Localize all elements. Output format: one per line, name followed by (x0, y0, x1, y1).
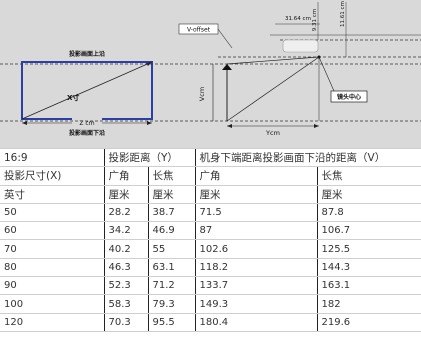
offset-wide-cell: 87 (194, 221, 318, 241)
offset-distance-header: 机身下端距离投影画面下沿的距离（V） (194, 147, 421, 168)
z-width-label: Z cm (79, 120, 94, 127)
unit-inch-cell: 英寸 (0, 184, 104, 204)
offset-tele-cell: 125.5 (316, 239, 421, 259)
top-arrowhead (222, 64, 232, 70)
throw-tele-cell: 63.1 (147, 257, 196, 278)
throw-wide-cell: 52.3 (103, 276, 148, 296)
offset-tele-cell: 182 (316, 294, 421, 314)
offset-tele-header: 长焦 (316, 166, 421, 186)
table-row: 50 28.2 38.7 71.5 87.8 (0, 202, 421, 223)
offset-tele-cell: 144.3 (316, 257, 421, 278)
dim-11-label: 11.61 cm (340, 1, 346, 27)
throw-tele-header: 长焦 (147, 166, 196, 186)
dim-9-label: 9.31 cm (312, 9, 318, 31)
offset-tele-cell: 219.6 (316, 312, 421, 332)
throw-distance-header: 投影距离（Y） (103, 147, 196, 168)
ray-to-top (226, 56, 320, 65)
unit-cm-cell: 厘米 (194, 184, 318, 204)
y-label: Ycm (265, 129, 280, 137)
aspect-ratio-cell: 16:9 (0, 147, 104, 168)
unit-cm-cell: 厘米 (103, 184, 148, 204)
table-header-row-units: 英寸 厘米 厘米 厘米 厘米 (0, 184, 421, 204)
lens-center-leader (318, 56, 335, 92)
offset-wide-cell: 102.6 (194, 239, 318, 259)
table-row: 70 40.2 55 102.6 125.5 (0, 239, 421, 259)
size-cell: 70 (0, 239, 104, 259)
offset-wide-cell: 180.4 (194, 312, 318, 332)
size-cell: 120 (0, 312, 104, 332)
throw-wide-cell: 34.2 (103, 221, 148, 241)
throw-wide-cell: 58.3 (103, 294, 148, 314)
throw-tele-cell: 71.2 (147, 276, 196, 296)
throw-tele-cell: 46.9 (147, 221, 196, 241)
table-header-row-ratio: 16:9 投影距离（Y） 机身下端距离投影画面下沿的距离（V） (0, 147, 421, 168)
throw-tele-cell: 55 (147, 239, 196, 259)
size-cell: 60 (0, 221, 104, 241)
offset-tele-cell: 106.7 (316, 221, 421, 241)
offset-wide-cell: 149.3 (194, 294, 318, 314)
z-arrow-right (147, 121, 152, 125)
throw-tele-cell: 95.5 (147, 312, 196, 332)
projector-body (282, 39, 319, 53)
throw-tele-cell: 79.3 (147, 294, 196, 314)
lens-center-box (330, 90, 368, 103)
offset-wide-header: 广角 (194, 166, 318, 186)
x-size-label: X寸 (67, 93, 79, 102)
throw-wide-cell: 46.3 (103, 257, 148, 278)
projection-spec-table: 16:9 投影距离（Y） 机身下端距离投影画面下沿的距离（V） 投影尺寸(X) … (0, 147, 421, 332)
diagonal-arrowhead (146, 62, 152, 66)
screen-top-label: 投影画面上沿 (69, 50, 105, 58)
table-row: 100 58.3 79.3 149.3 182 (0, 294, 421, 314)
dim-31-label: 31.64 cm (285, 16, 311, 22)
throw-wide-cell: 40.2 (103, 239, 148, 259)
size-cell: 90 (0, 276, 104, 296)
ray-to-bottom (226, 56, 320, 122)
table-row: 120 70.3 95.5 180.4 219.6 (0, 312, 421, 332)
z-arrow-left (22, 121, 27, 125)
table-row: 80 46.3 63.1 118.2 144.3 (0, 257, 421, 278)
y-arrow-left (227, 124, 232, 128)
size-cell: 80 (0, 257, 104, 278)
size-header: 投影尺寸(X) (0, 166, 104, 186)
offset-wide-cell: 71.5 (194, 202, 318, 223)
offset-tele-cell: 163.1 (316, 276, 421, 296)
unit-cm-cell: 厘米 (316, 184, 421, 204)
v-label: Vcm (198, 87, 206, 101)
lens-center-label: 镜头中心 (337, 93, 361, 101)
table-row: 60 34.2 46.9 87 106.7 (0, 221, 421, 241)
v-offset-label: V-offset (187, 27, 211, 34)
throw-wide-cell: 70.3 (103, 312, 148, 332)
throw-wide-header: 广角 (103, 166, 148, 186)
size-cell: 100 (0, 294, 104, 314)
v-offset-leader (217, 28, 233, 49)
screen-bottom-label: 投影画面下沿 (69, 129, 105, 137)
y-arrow-right (314, 124, 319, 128)
offset-wide-cell: 133.7 (194, 276, 318, 296)
throw-tele-cell: 38.7 (147, 202, 196, 223)
table-header-row-lens: 投影尺寸(X) 广角 长焦 广角 长焦 (0, 166, 421, 186)
throw-wide-cell: 28.2 (103, 202, 148, 223)
diagram-background (0, 0, 421, 148)
z-label-bg (72, 118, 102, 127)
offset-tele-cell: 87.8 (316, 202, 421, 223)
table-row: 90 52.3 71.2 133.7 163.1 (0, 276, 421, 296)
size-cell: 50 (0, 202, 104, 223)
screen-diagonal (21, 61, 153, 120)
projection-diagram: 投影画面上沿 X寸 Z cm 投影画面下沿 V-offset 31.64 cm … (0, 0, 421, 148)
offset-wide-cell: 118.2 (194, 257, 318, 278)
unit-cm-cell: 厘米 (147, 184, 196, 204)
